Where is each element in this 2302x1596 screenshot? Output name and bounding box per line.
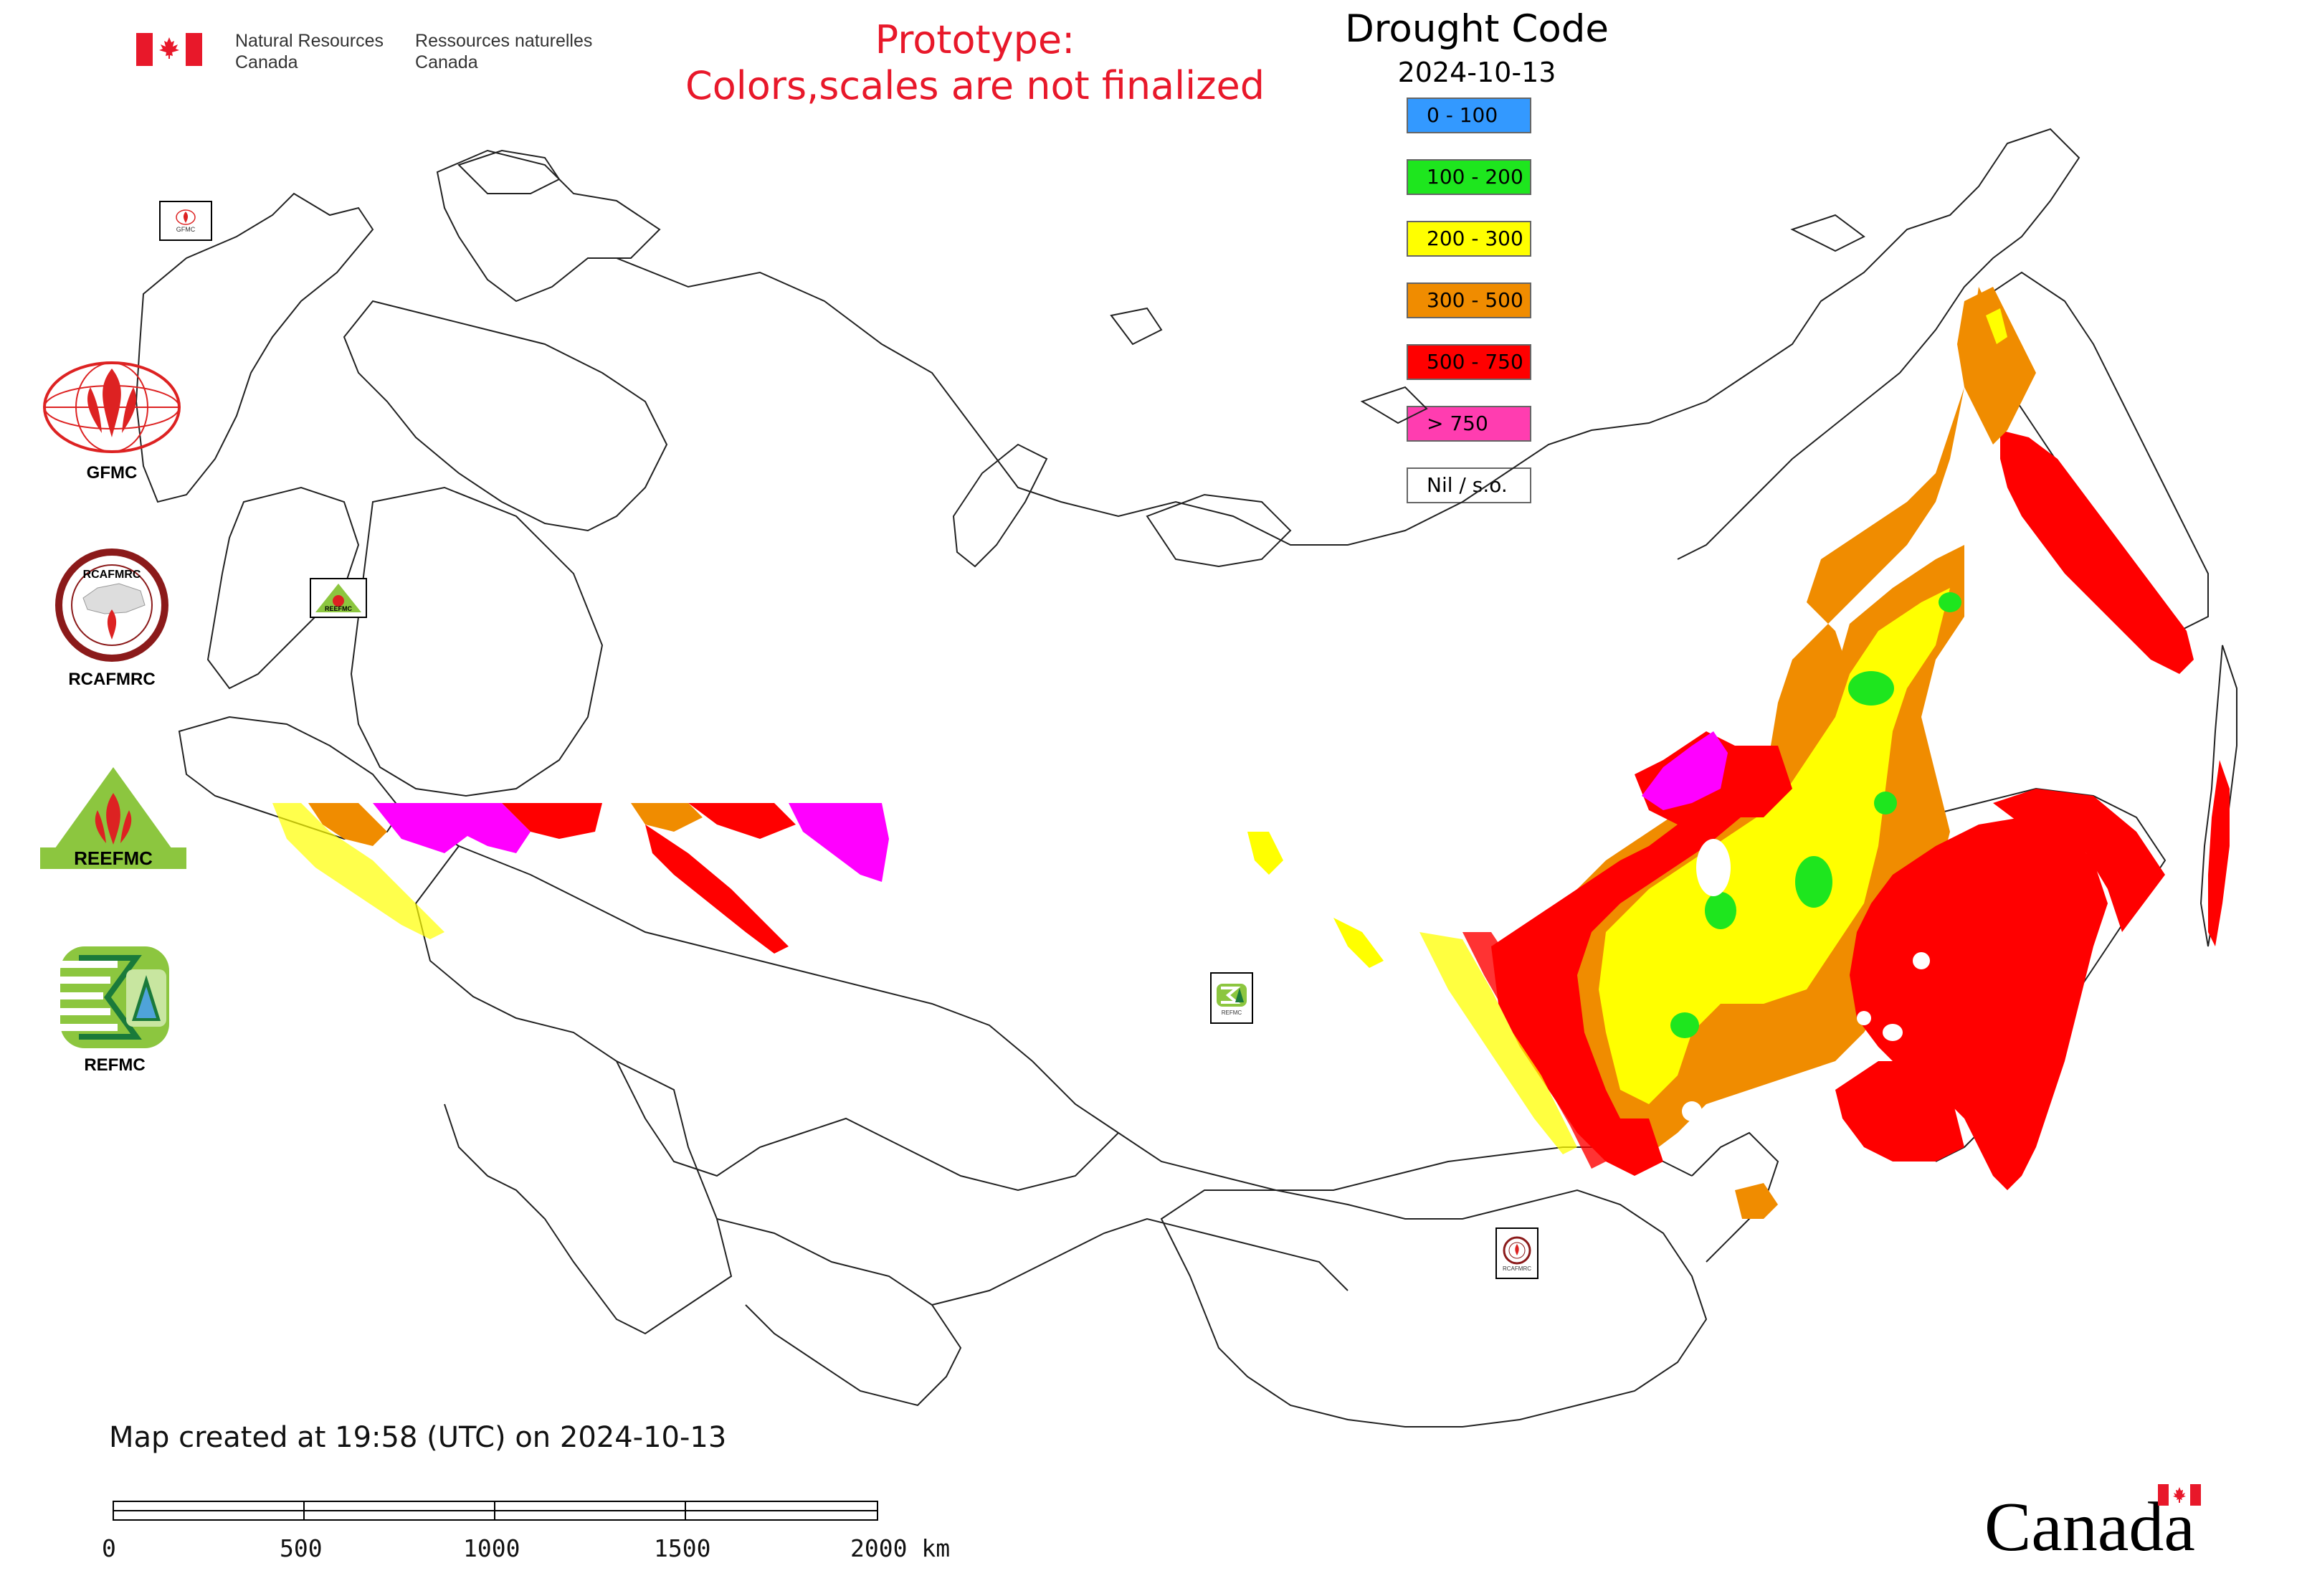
svg-text:REEFMC: REEFMC	[325, 605, 353, 612]
drought-code-regions	[272, 287, 2230, 1219]
reefmc-logo-icon: REEFMC	[40, 767, 186, 869]
legend-title: Drought Code	[1345, 7, 1609, 51]
gov-name-en: Natural Resources Canada	[235, 31, 384, 72]
logo-refmc-label: REFMC	[84, 1055, 146, 1075]
prototype-notice: Prototype: Colors,scales are not finaliz…	[667, 17, 1283, 109]
government-wordmark: Natural Resources Canada Ressources natur…	[136, 30, 592, 73]
svg-text:RCAFMRC: RCAFMRC	[83, 569, 141, 581]
flame-icon	[176, 209, 196, 225]
map-marker-gfmc: GFMC	[159, 201, 212, 241]
legend: 0 - 100 100 - 200 200 - 300 300 - 500 500 - …	[1407, 98, 1531, 529]
refmc-logo-icon	[60, 946, 169, 1048]
legend-item: > 750	[1407, 406, 1531, 442]
scale-bar	[113, 1501, 878, 1521]
rcafmrc-logo-icon: RCAFMRC	[55, 548, 168, 662]
scale-tick-500: 500	[280, 1534, 323, 1562]
gfmc-logo-icon	[43, 361, 181, 453]
sigma-tree-icon	[1217, 983, 1247, 1007]
logo-gfmc: GFMC	[40, 358, 184, 483]
logo-reefmc: REEFMC	[37, 764, 189, 875]
map-created-timestamp: Map created at 19:58 (UTC) on 2024-10-13	[109, 1421, 727, 1454]
map-marker-rcafmrc: RCAFMRC	[1495, 1227, 1538, 1279]
triangle-flame-icon: REEFMC	[315, 584, 361, 612]
logo-rcafmrc: RCAFMRC RCAFMRC	[54, 548, 184, 690]
scale-tick-0: 0	[102, 1534, 116, 1562]
legend-item: 500 - 750	[1407, 344, 1531, 380]
legend-item: 300 - 500	[1407, 282, 1531, 318]
scale-tick-1500: 1500	[654, 1534, 711, 1562]
seal-icon	[1503, 1236, 1531, 1264]
scale-tick-1000: 1000	[463, 1534, 520, 1562]
legend-item: 0 - 100	[1407, 98, 1531, 133]
canada-flag-icon	[136, 33, 202, 66]
map-marker-refmc: REFMC	[1210, 972, 1253, 1024]
canada-wordmark: Canada	[1984, 1484, 2201, 1563]
scale-tick-2000km: 2000 km	[850, 1534, 951, 1562]
gov-name-fr: Ressources naturelles Canada	[415, 31, 593, 72]
svg-text:REEFMC: REEFMC	[74, 847, 153, 869]
canada-flag-small-icon	[2158, 1484, 2201, 1506]
legend-date: 2024-10-13	[1397, 57, 1556, 88]
map-marker-reefmc: REEFMC	[310, 578, 367, 618]
legend-item: 200 - 300	[1407, 221, 1531, 257]
prototype-line-1: Prototype:	[875, 17, 1075, 62]
logo-rcafmrc-label: RCAFMRC	[68, 670, 156, 689]
logo-refmc: REFMC	[57, 944, 186, 1075]
legend-item: 100 - 200	[1407, 159, 1531, 195]
logo-gfmc-label: GFMC	[86, 463, 138, 483]
prototype-line-2: Colors,scales are not finalized	[685, 63, 1265, 108]
